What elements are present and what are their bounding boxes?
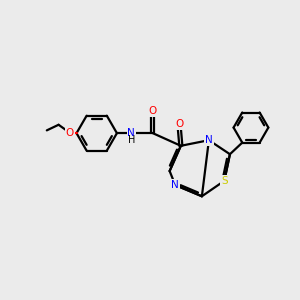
Text: N: N	[171, 180, 179, 190]
Text: O: O	[66, 128, 74, 138]
Text: O: O	[149, 106, 157, 116]
Text: N: N	[127, 128, 135, 138]
Text: O: O	[175, 119, 184, 130]
Text: N: N	[205, 135, 213, 145]
Text: H: H	[128, 135, 135, 145]
Text: S: S	[221, 176, 228, 186]
